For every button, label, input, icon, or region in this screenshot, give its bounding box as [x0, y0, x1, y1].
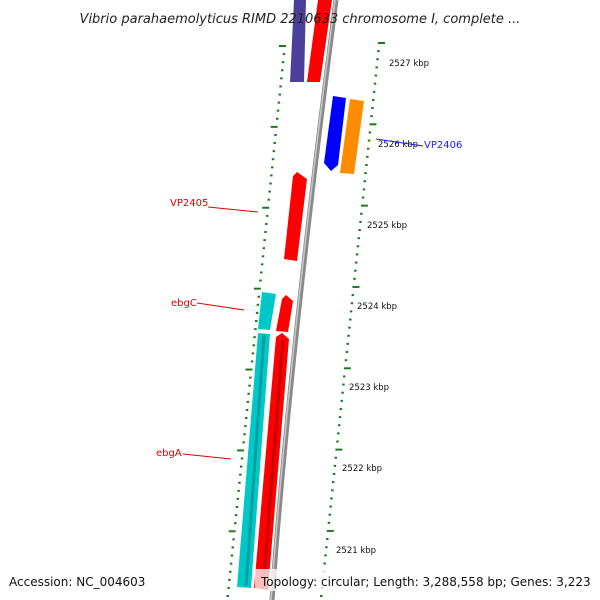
gene-ebga-cyan-shade — [244, 334, 266, 587]
tick-labels: 2527 kbp 2526 kbp 2525 kbp 2524 kbp 2523… — [336, 59, 429, 556]
gene-ebga-red[interactable] — [254, 333, 289, 590]
gene-ebga-red-shade — [261, 339, 285, 589]
map-title: Vibrio parahaemolyticus RIMD 2210633 chr… — [80, 12, 521, 27]
outer-tick-ruler — [320, 42, 385, 597]
gene-label-vp2406[interactable]: VP2406 — [424, 140, 462, 151]
leader-line-ebga — [182, 453, 232, 460]
gene-track — [237, 0, 364, 590]
leader-line-ebgc — [196, 302, 245, 311]
gene-ebgc-red[interactable] — [276, 295, 293, 332]
leader-line-vp2405 — [207, 206, 259, 213]
gene-annotations: VP2406 VP2405 ebgC ebgA — [156, 138, 462, 460]
gene-vp2405-red[interactable] — [284, 172, 307, 261]
tick-label: 2525 kbp — [367, 221, 407, 231]
tick-label: 2527 kbp — [389, 59, 429, 69]
gene-ebgc-cyan[interactable] — [258, 292, 276, 330]
tick-label: 2526 kbp — [378, 140, 418, 150]
gene-label-ebgc[interactable]: ebgC — [171, 298, 197, 309]
gene-purple-top[interactable] — [290, 0, 306, 82]
chromosome-backbone — [269, 0, 339, 600]
gene-orange[interactable] — [340, 99, 364, 174]
gene-label-vp2405[interactable]: VP2405 — [170, 198, 208, 209]
leader-line-vp2406 — [375, 138, 424, 147]
gene-vp2406-blue[interactable] — [324, 96, 346, 171]
tick-label: 2521 kbp — [336, 546, 376, 556]
tick-label: 2523 kbp — [349, 383, 389, 393]
gene-label-ebga[interactable]: ebgA — [156, 448, 182, 459]
gene-red-top[interactable] — [307, 0, 332, 82]
accession-text: Accession: NC_004603 — [9, 575, 145, 589]
footer-highlight — [255, 569, 595, 591]
chromosome-backbone-highlight — [270, 0, 336, 600]
map-summary-text: Topology: circular; Length: 3,288,558 bp… — [260, 575, 591, 589]
tick-label: 2524 kbp — [357, 302, 397, 312]
tick-label: 2522 kbp — [342, 464, 382, 474]
inner-tick-ruler — [226, 45, 286, 597]
